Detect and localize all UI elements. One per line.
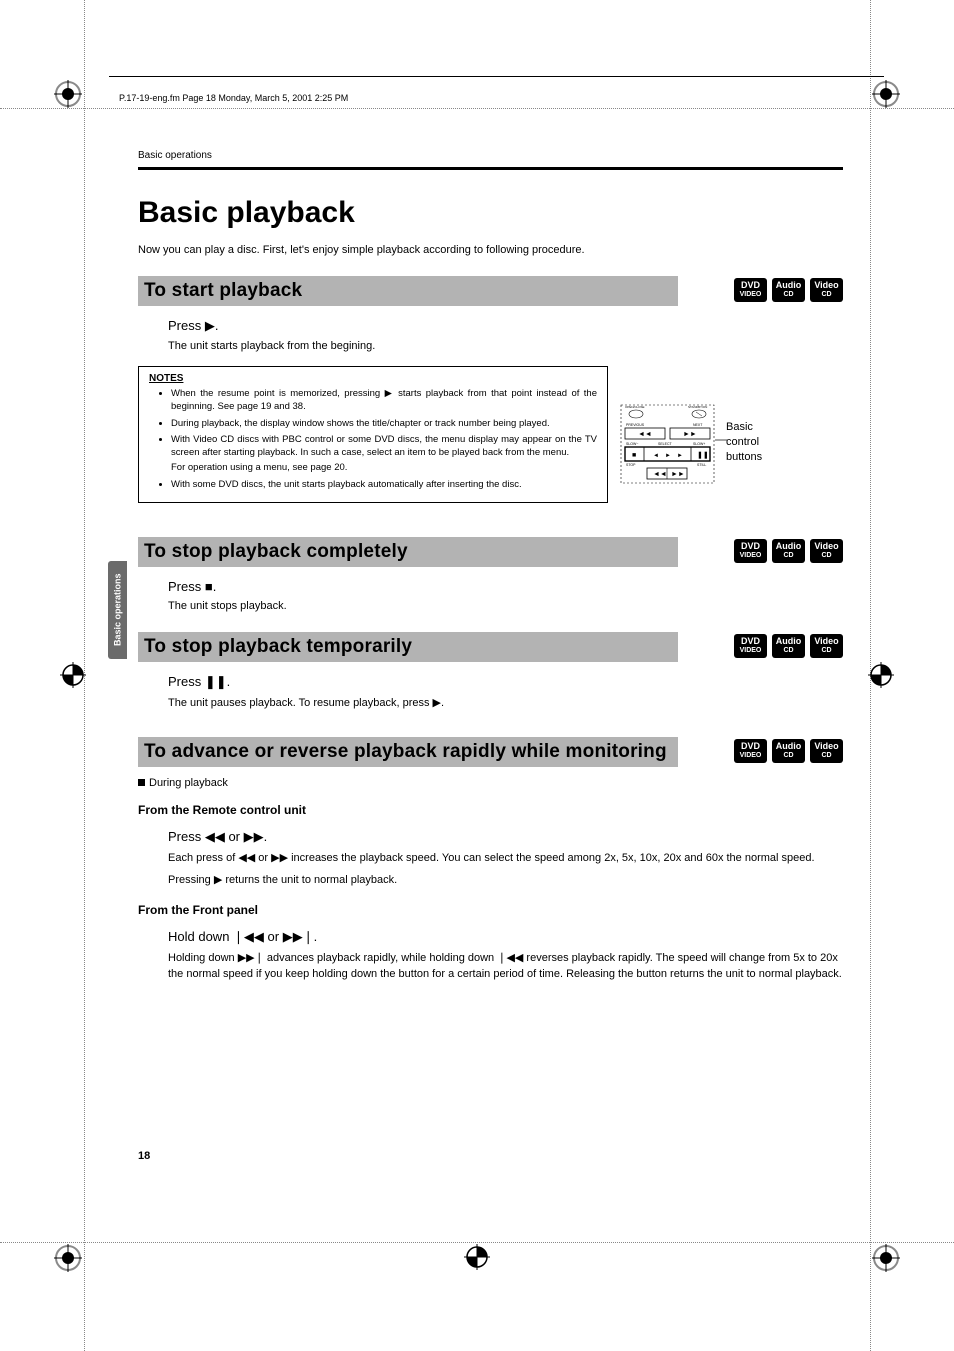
notes-title: NOTES: [149, 373, 597, 384]
note-item: During playback, the display window show…: [171, 418, 597, 431]
registration-mark-br: [872, 1244, 900, 1272]
section-heading: To advance or reverse playback rapidly w…: [144, 741, 667, 763]
guide-bottom: [0, 1242, 954, 1243]
press-play: Press ▶.: [168, 318, 843, 334]
remote-body-1: Each press of ◀◀ or ▶▶ increases the pla…: [168, 851, 843, 867]
section-heading: To stop playback completely: [144, 541, 408, 563]
section-stop-temporarily: To stop playback temporarily: [138, 632, 678, 662]
disc-badges: DVDVIDEO AudioCD VideoCD: [734, 634, 843, 658]
svg-text:►►: ►►: [671, 471, 685, 478]
video-cd-badge: VideoCD: [810, 278, 843, 302]
crosshair-bottom: [464, 1244, 490, 1270]
video-cd-badge: VideoCD: [810, 634, 843, 658]
from-remote-heading: From the Remote control unit: [138, 803, 843, 817]
video-cd-badge: VideoCD: [810, 739, 843, 763]
section-heading: To stop playback temporarily: [144, 636, 412, 658]
svg-text:►►: ►►: [683, 431, 697, 438]
disc-badges: DVDVIDEO AudioCD VideoCD: [734, 539, 843, 563]
audio-cd-badge: AudioCD: [772, 278, 805, 302]
page-title: Basic playback: [138, 196, 843, 230]
hold-skip: Hold down ❘◀◀ or ▶▶❘.: [168, 929, 843, 945]
svg-text:►: ►: [665, 453, 671, 459]
press-stop: Press ■.: [168, 579, 843, 594]
side-tab: Basic operations: [108, 561, 127, 659]
registration-mark-tr: [872, 80, 900, 108]
from-front-heading: From the Front panel: [138, 903, 843, 917]
svg-text:SLOW+: SLOW+: [693, 442, 705, 446]
dvd-video-badge: DVDVIDEO: [734, 278, 767, 302]
top-rule: [138, 167, 843, 170]
svg-text:❚❚: ❚❚: [697, 451, 709, 459]
note-item: When the resume point is memorized, pres…: [171, 388, 597, 414]
header-rule: [109, 76, 884, 77]
section-heading: To start playback: [144, 280, 302, 302]
content-area: Basic operations Basic playback Now you …: [138, 150, 843, 982]
svg-text:◄◄: ◄◄: [653, 471, 667, 478]
svg-text:SELECT: SELECT: [658, 442, 672, 446]
section-stop-completely: To stop playback completely: [138, 537, 678, 567]
note-item: With some DVD discs, the unit starts pla…: [171, 479, 597, 492]
intro-text: Now you can play a disc. First, let's en…: [138, 244, 843, 256]
crosshair-left: [60, 662, 86, 688]
audio-cd-badge: AudioCD: [772, 739, 805, 763]
section-to-start-playback: To start playback: [138, 276, 678, 306]
svg-text:■: ■: [632, 452, 636, 459]
registration-mark-tl: [54, 80, 82, 108]
press-rewind-forward: Press ◀◀ or ▶▶.: [168, 829, 843, 845]
front-body: Holding down ▶▶❘ advances playback rapid…: [168, 951, 843, 983]
note-item: With Video CD discs with PBC control or …: [171, 434, 597, 474]
svg-text:►: ►: [677, 453, 683, 459]
registration-mark-bl: [54, 1244, 82, 1272]
remote-body-2: Pressing ▶ returns the unit to normal pl…: [168, 873, 843, 889]
section-advance-reverse: To advance or reverse playback rapidly w…: [138, 737, 678, 767]
press-play-desc: The unit starts playback from the begini…: [168, 340, 843, 352]
notes-box: NOTES When the resume point is memorized…: [138, 366, 608, 503]
remote-control-diagram: OPEN/CLOSE STANDBY/ON PREVIOUS NEXT ◄◄ ►…: [620, 404, 715, 484]
svg-text:OPEN/CLOSE: OPEN/CLOSE: [625, 405, 645, 409]
svg-text:SLOW−: SLOW−: [626, 442, 638, 446]
disc-badges: DVDVIDEO AudioCD VideoCD: [734, 278, 843, 302]
page-number: 18: [138, 1150, 150, 1162]
svg-text:◄: ◄: [653, 453, 659, 459]
note-subline: For operation using a menu, see page 20.: [171, 462, 597, 475]
guide-top: [0, 108, 954, 109]
svg-text:NEXT: NEXT: [693, 423, 703, 427]
disc-badges: DVDVIDEO AudioCD VideoCD: [734, 739, 843, 763]
svg-text:PREVIOUS: PREVIOUS: [626, 423, 645, 427]
audio-cd-badge: AudioCD: [772, 634, 805, 658]
dvd-video-badge: DVDVIDEO: [734, 739, 767, 763]
svg-text:STOP: STOP: [626, 463, 636, 467]
dvd-video-badge: DVDVIDEO: [734, 539, 767, 563]
breadcrumb: Basic operations: [138, 150, 843, 161]
crosshair-right: [868, 662, 894, 688]
svg-text:STANDBY/ON: STANDBY/ON: [688, 405, 707, 409]
press-pause-desc: The unit pauses playback. To resume play…: [168, 696, 843, 709]
square-bullet-icon: [138, 779, 145, 786]
press-stop-desc: The unit stops playback.: [168, 600, 843, 612]
during-playback: During playback: [138, 777, 843, 789]
svg-text:STILL: STILL: [697, 463, 706, 467]
video-cd-badge: VideoCD: [810, 539, 843, 563]
press-pause: Press ❚❚.: [168, 674, 843, 690]
audio-cd-badge: AudioCD: [772, 539, 805, 563]
header-file-info: P.17-19-eng.fm Page 18 Monday, March 5, …: [119, 93, 348, 103]
remote-label: Basic control buttons: [726, 420, 762, 465]
dvd-video-badge: DVDVIDEO: [734, 634, 767, 658]
svg-text:◄◄: ◄◄: [638, 431, 652, 438]
